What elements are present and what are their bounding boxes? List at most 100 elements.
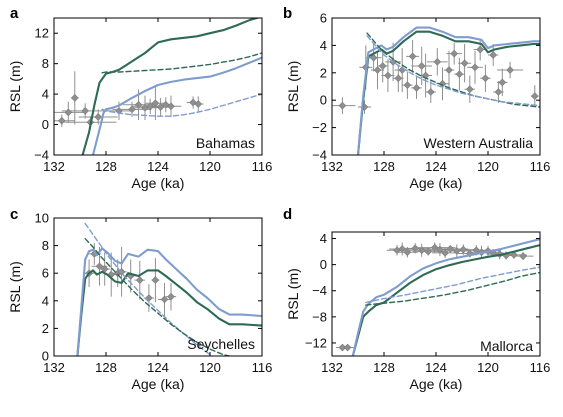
x-tick-label: 124 [425,159,447,174]
y-tick-label: 0 [320,257,327,272]
observation-point [506,66,514,74]
y-axis-label: RSL (m) [7,61,23,113]
x-tick-label: 124 [425,360,447,375]
observation-point [433,58,442,66]
panel-letter: d [283,206,292,223]
observation-point [530,92,539,100]
panel-d: 132 128 124 120 116 −12 −8 −4 0 4 Age (ka) RSL (m) d… [283,206,550,392]
observation-point [417,62,426,70]
y-tick-label: 2 [42,321,49,336]
observation-point [489,51,498,59]
model-curves [351,238,540,356]
observation-point [421,71,430,80]
y-axis-label: RSL (m) [7,261,23,313]
model-curves [76,222,262,356]
y-axis-label: RSL (m) [285,61,301,113]
y-tick-label: −4 [312,148,327,163]
panel-b: 132 128 124 120 116 −4 −2 0 2 4 6 Age (ka) RSL (m) b W… [283,5,550,191]
y-tick-label: 4 [320,231,327,246]
observation-point [412,84,421,92]
x-tick-label: 124 [147,360,169,375]
series-line-solid-dark-green [81,18,261,155]
observation-point [394,74,403,83]
observation-point [498,78,507,87]
observation-point [445,66,453,74]
panel-letter: b [283,5,292,22]
x-tick-label: 116 [530,360,551,375]
y-tick-label: 2 [320,65,327,80]
observation-point [471,63,479,72]
x-tick-label: 116 [252,360,273,375]
observation-point [378,62,387,70]
series-line-dashed-blue [366,35,540,107]
x-axis-label: Age (ka) [410,175,463,191]
observation-point [494,88,503,96]
y-tick-label: 10 [35,211,49,226]
y-axis-label: RSL (m) [285,268,301,320]
site-name: Seychelles [187,336,255,352]
observation-point [465,85,474,94]
y-tick-label: 8 [42,238,49,253]
x-tick-label: 132 [321,360,343,375]
x-axis-label: Age (ka) [132,175,185,191]
observation-point [135,276,144,284]
observation-point [519,252,527,260]
series-line-solid-dark-green [351,244,540,356]
observation-point [417,246,426,255]
series-line-dashed-dark-green [84,237,231,356]
observation-point [128,105,136,114]
observation-point [194,100,203,108]
y-tick-label: −2 [312,120,327,135]
site-name: Bahamas [196,135,255,151]
y-tick-label: 4 [320,38,327,53]
y-tick-label: −8 [312,309,327,324]
y-tick-label: −4 [34,148,49,163]
series-line-solid-dark-green [356,30,540,155]
x-tick-label: 116 [530,159,551,174]
series-line-solid-blue [91,56,262,155]
observation-point [167,292,175,301]
y-tick-label: 4 [42,87,49,102]
x-tick-label: 116 [252,159,273,174]
observation-point [481,74,490,83]
observation-point [450,49,459,58]
x-tick-label: 132 [43,159,65,174]
observation-point [459,245,468,254]
observation-point [81,107,90,115]
y-tick-label: −12 [305,335,327,350]
observation-point [455,70,464,78]
observation-point [70,94,79,102]
y-tick-label: 0 [42,349,49,364]
site-name: Western Australia [424,135,534,151]
y-tick-label: 0 [320,93,327,108]
y-tick-label: 6 [42,266,49,281]
x-tick-label: 128 [373,360,395,375]
observation-point [94,113,103,121]
observation-point [338,101,347,110]
observation-point [343,343,352,352]
observation-point [408,52,417,61]
panel-c: 132 128 124 120 116 0 2 4 6 8 10 Age (ka) RSL (m) c Se… [7,206,272,392]
series-line-dashed-dark-green [365,271,540,306]
series-line-solid-blue [76,247,262,356]
observation-point [64,108,73,117]
panel-a: 132 128 124 120 116 −4 0 4 8 12 Age (ka) RSL (m) a Ba… [7,5,272,191]
observation-point [460,59,469,68]
panel-letter: a [10,5,19,22]
y-tick-label: 12 [35,26,49,41]
observation-point [441,249,449,257]
x-tick-label: 120 [477,360,499,375]
observation-point [476,45,485,54]
y-tick-label: 8 [42,56,49,71]
observation-point [134,100,143,109]
series-line-dashed-blue [365,266,540,304]
y-tick-label: 6 [320,11,327,26]
x-axis-label: Age (ka) [410,376,463,392]
series-line-solid-dark-green [76,269,262,356]
observation-point [95,262,104,271]
panel-letter: c [10,206,18,223]
site-name: Mallorca [480,338,533,354]
observation-point [160,295,169,304]
x-tick-label: 120 [477,159,499,174]
